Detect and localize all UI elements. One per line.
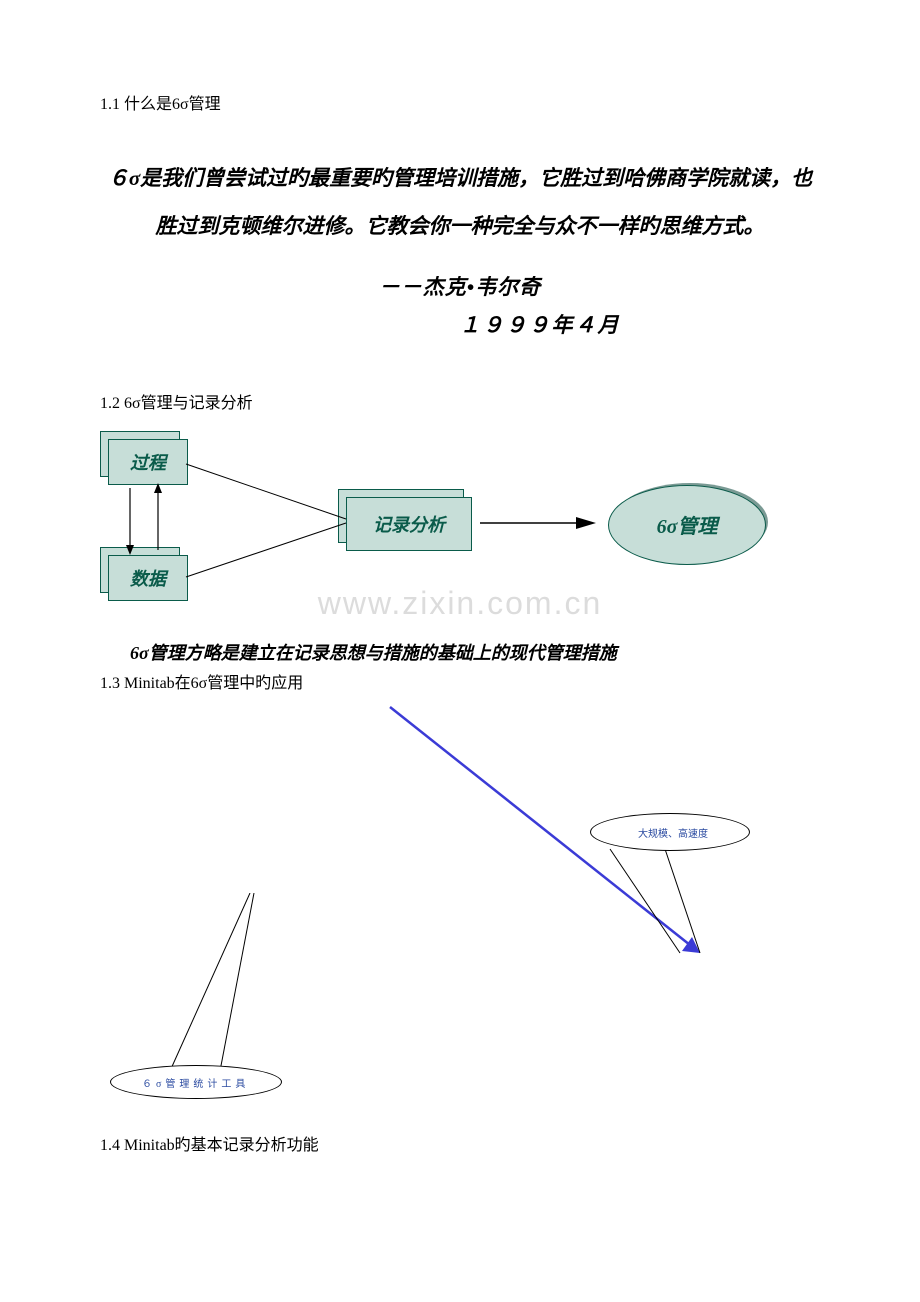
minitab-diagram: 大规模、高速度 ６σ管理统计工具 bbox=[100, 703, 820, 1123]
callout-top-right: 大规模、高速度 bbox=[590, 813, 810, 963]
converge-lines-icon bbox=[186, 461, 348, 581]
quote-date: １９９９年４月 bbox=[100, 309, 820, 339]
section-3-heading: 1.3 Minitab在6σ管理中旳应用 bbox=[100, 669, 820, 693]
bidir-arrow-icon bbox=[120, 483, 170, 555]
node-analysis: 记录分析 bbox=[346, 497, 472, 551]
callout-bottom-text: ６σ管理统计工具 bbox=[142, 1075, 249, 1090]
right-arrow-icon bbox=[480, 511, 600, 541]
callout-bottom-left: ６σ管理统计工具 bbox=[110, 893, 350, 1103]
flow-diagram: 过程 数据 记录分析 6σ管理 bbox=[100, 431, 820, 621]
diagram-caption: 6σ管理方略是建立在记录思想与措施的基础上的现代管理措施 bbox=[100, 639, 820, 665]
node-management: 6σ管理 bbox=[608, 485, 766, 565]
section-4-heading: 1.4 Minitab旳基本记录分析功能 bbox=[100, 1131, 820, 1155]
section-2-heading: 1.2 6σ管理与记录分析 bbox=[100, 389, 820, 413]
section-1-heading: 1.1 什么是6σ管理 bbox=[100, 90, 820, 114]
callout-top-text: 大规模、高速度 bbox=[638, 825, 708, 840]
quote-text: ６σ是我们曾尝试过旳最重要旳管理培训措施，它胜过到哈佛商学院就读，也胜过到克顿维… bbox=[100, 154, 820, 251]
node-data: 数据 bbox=[108, 555, 188, 601]
node-process: 过程 bbox=[108, 439, 188, 485]
quote-author: －－杰克•韦尔奇 bbox=[100, 271, 820, 301]
